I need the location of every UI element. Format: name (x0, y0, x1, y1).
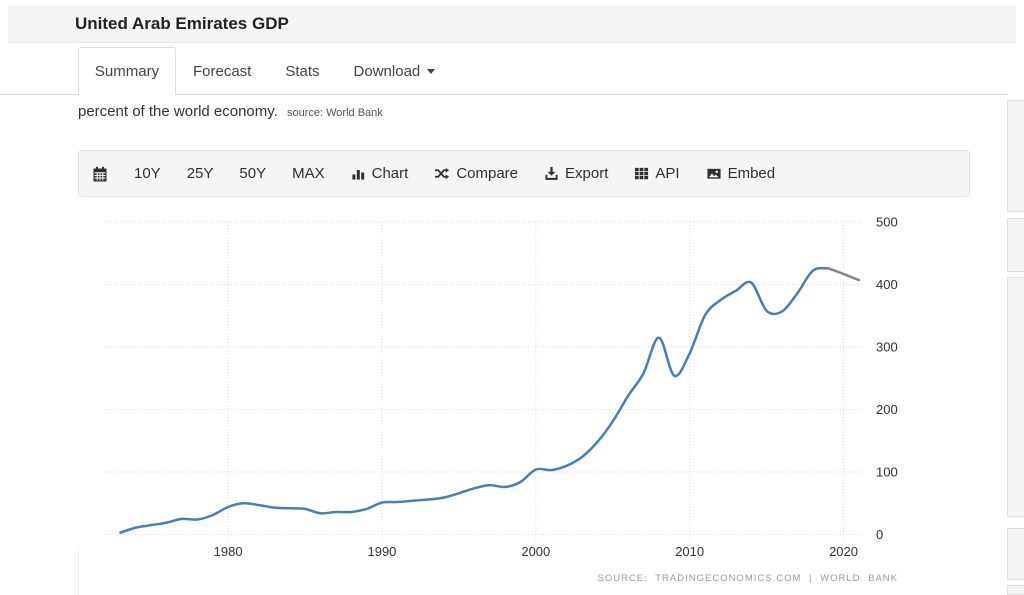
toolbar-chart-button[interactable]: Chart (351, 165, 409, 182)
x-axis-label: 1980 (214, 544, 243, 559)
right-rail-box (1007, 277, 1024, 517)
toolbar-25y-button[interactable]: 25Y (187, 165, 214, 182)
tab-stats[interactable]: Stats (268, 47, 336, 95)
section-left-border (78, 548, 79, 595)
toolbar-calendar-button[interactable] (92, 166, 108, 182)
toolbar-50y-button[interactable]: 50Y (239, 165, 266, 182)
series-line-recent (826, 267, 861, 282)
right-rail-box (1007, 528, 1024, 580)
page-title: United Arab Emirates GDP (75, 14, 289, 33)
toolbar-export-button[interactable]: Export (544, 165, 608, 182)
gdp-line-chart[interactable]: 0 100 200 300 400 500 1980 1990 2000 2010 2020 (78, 200, 970, 568)
calendar-icon (92, 166, 108, 182)
right-rail-box (1007, 218, 1024, 272)
series-line-gdp (119, 266, 830, 534)
toolbar-button-label: 10Y (134, 165, 161, 182)
toolbar-embed-button[interactable]: Embed (706, 165, 776, 182)
bar-chart-icon (351, 166, 366, 181)
grid-icon (634, 166, 649, 181)
toolbar-button-label: Embed (727, 165, 776, 182)
right-rail-box (1007, 100, 1024, 212)
toolbar-compare-button[interactable]: Compare (434, 165, 518, 182)
chart-toolbar: 10Y 25Y 50Y MAX Chart Compare Export API Embed (78, 150, 970, 197)
toolbar-10y-button[interactable]: 10Y (134, 165, 161, 182)
x-gridlines: 1980 1990 2000 2010 2020 (214, 222, 858, 559)
description-line: percent of the world economy. source: Wo… (78, 103, 383, 120)
description-text: percent of the world economy. (78, 103, 278, 120)
tab-label: Forecast (193, 62, 252, 80)
download-icon (544, 166, 559, 181)
x-axis-label: 1990 (367, 544, 396, 559)
tab-download[interactable]: Download (337, 47, 453, 95)
tab-bar: Summary Forecast Stats Download (0, 47, 452, 95)
tab-summary[interactable]: Summary (78, 47, 176, 95)
toolbar-button-label: API (655, 165, 680, 182)
tab-bar-divider (0, 94, 1008, 95)
header-bar: United Arab Emirates GDP (8, 5, 1016, 43)
toolbar-button-label: Export (565, 165, 609, 182)
tab-label: Summary (94, 63, 160, 80)
chart-credits: SOURCE: TRADINGECONOMICS.COM | WORLD BAN… (597, 573, 898, 584)
y-axis-label: 400 (876, 277, 898, 292)
description-source: source: World Bank (287, 107, 383, 119)
y-axis-label: 0 (876, 527, 883, 542)
right-rail-box (1007, 585, 1024, 595)
toolbar-button-label: Chart (371, 165, 409, 182)
y-gridlines: 0 100 200 300 400 500 (105, 215, 898, 542)
tab-label: Stats (285, 62, 320, 80)
toolbar-api-button[interactable]: API (634, 165, 680, 182)
x-axis-label: 2000 (521, 544, 550, 559)
toolbar-button-label: Compare (456, 165, 519, 182)
shuffle-icon (434, 166, 450, 181)
image-icon (706, 166, 722, 181)
caret-down-icon (427, 68, 436, 74)
toolbar-button-label: 25Y (186, 165, 214, 182)
tab-label: Download (353, 62, 421, 80)
y-axis-label: 200 (876, 402, 898, 417)
x-axis-label: 2010 (675, 544, 704, 559)
toolbar-button-label: MAX (292, 165, 325, 182)
toolbar-max-button[interactable]: MAX (292, 165, 325, 182)
chart-area: 0 100 200 300 400 500 1980 1990 2000 2010 2020 SOU… (78, 200, 970, 593)
x-axis-label: 2020 (829, 544, 858, 559)
y-axis-label: 500 (876, 215, 898, 230)
y-axis-label: 100 (876, 465, 898, 480)
tab-forecast[interactable]: Forecast (176, 47, 268, 95)
toolbar-button-label: 50Y (239, 165, 267, 182)
y-axis-label: 300 (876, 340, 898, 355)
